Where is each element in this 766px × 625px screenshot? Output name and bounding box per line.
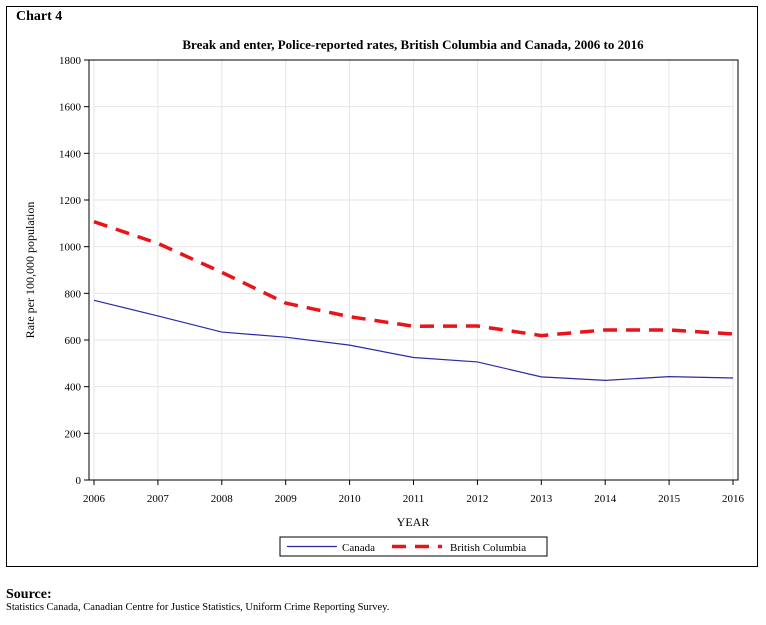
x-tick-label: 2006 [83,493,106,505]
x-tick-label: 2011 [403,493,425,505]
y-axis-label: Rate per 100,000 population [23,202,37,339]
y-tick-label: 1400 [59,148,82,160]
x-tick-label: 2009 [275,493,298,505]
axes: 0 200 400 600 800 1000 1200 1400 1600 1800 2006 200… [59,55,745,505]
x-tick-label: 2008 [211,493,234,505]
chart-title: Break and enter, Police-reported rates, … [182,37,644,52]
legend: Canada British Columbia [279,536,548,557]
x-tick-label: 2014 [594,493,617,505]
x-tick-label: 2013 [530,493,553,505]
x-tick-label: 2010 [339,493,362,505]
grid-lines [93,59,734,481]
y-tick-label: 200 [65,428,82,440]
y-tick-label: 600 [65,335,82,347]
y-tick-label: 1200 [59,195,82,207]
source-text: Statistics Canada, Canadian Centre for J… [6,602,390,613]
source-heading: Source: [6,587,52,602]
legend-box [279,536,548,557]
x-tick-label: 2007 [147,493,170,505]
legend-label: British Columbia [450,542,526,554]
series-line-british-columbia [93,220,734,338]
x-axis-label: YEAR [397,515,430,529]
line-chart: Break and enter, Police-reported rates, … [23,37,745,557]
x-tick-label: 2012 [466,493,488,505]
y-tick-label: 400 [65,382,82,394]
x-tick-label: 2016 [722,493,745,505]
y-tick-label: 0 [76,475,82,487]
y-tick-label: 1000 [59,242,82,254]
y-tick-label: 1800 [59,55,82,67]
x-tick-label: 2015 [658,493,681,505]
series-lines [93,220,734,381]
y-tick-label: 1600 [59,102,82,114]
chart-frame [6,6,758,567]
series-line-canada [93,299,734,381]
y-tick-label: 800 [65,288,82,300]
legend-label: Canada [342,542,375,554]
chart-label: Chart 4 [16,9,63,24]
